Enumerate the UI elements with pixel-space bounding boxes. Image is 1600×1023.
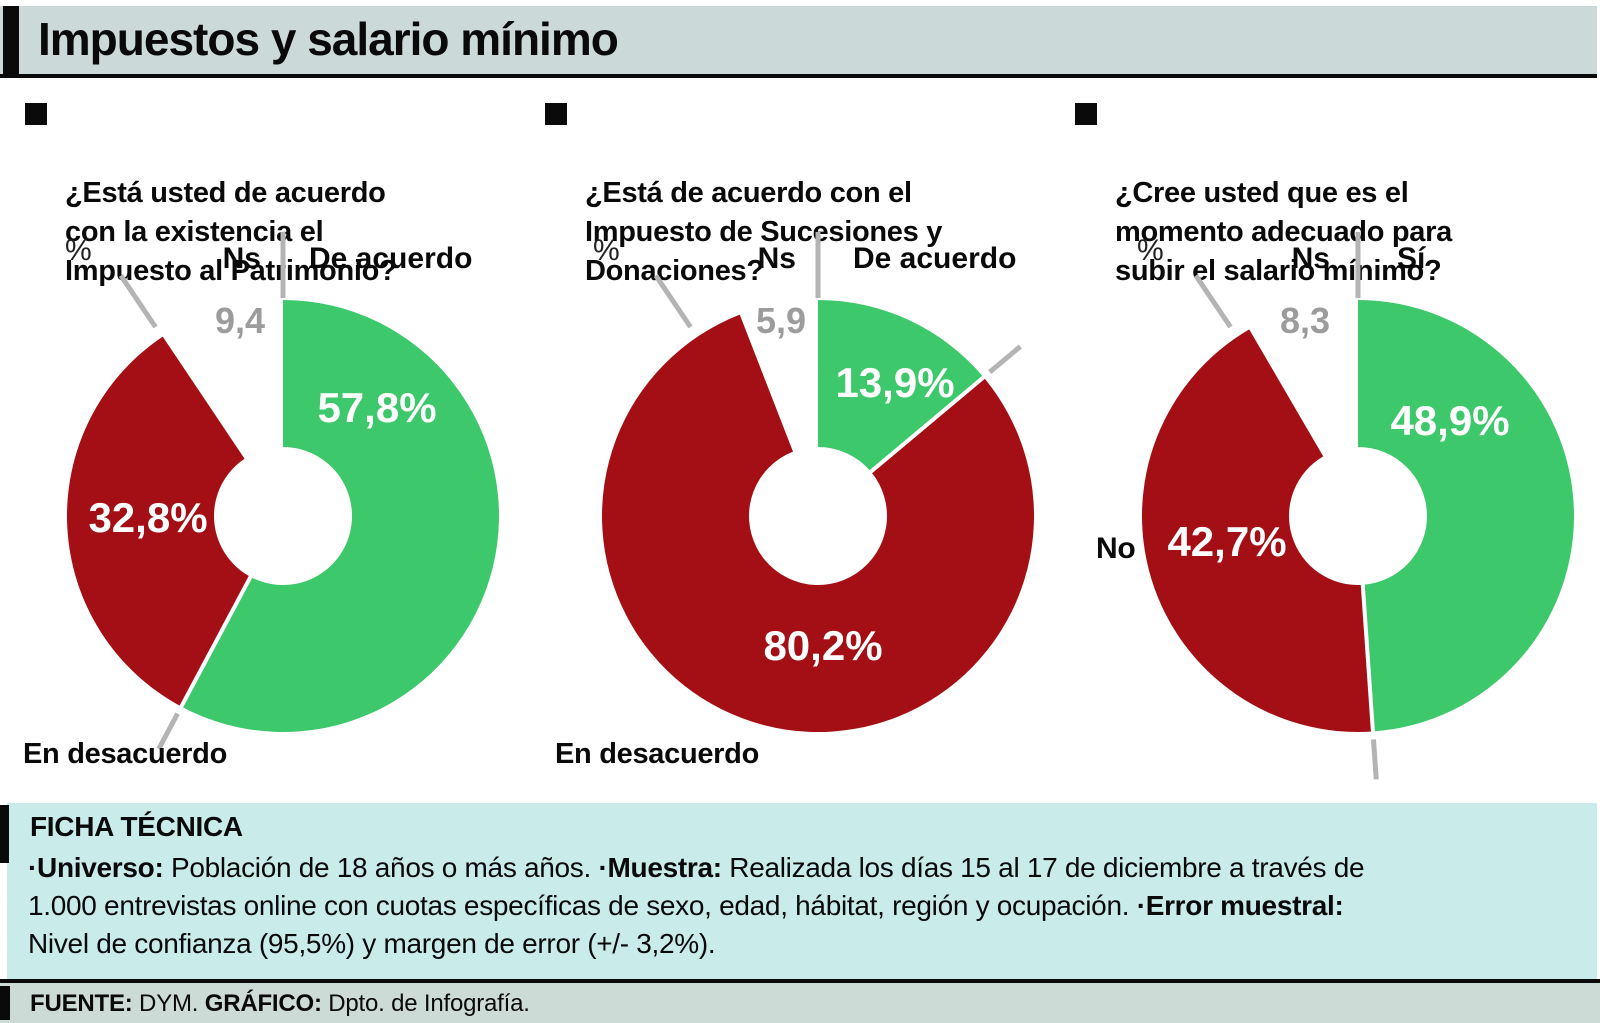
question-1: ¿Está usted de acuerdo con la existencia… <box>25 96 495 291</box>
agree-value: 57,8% <box>317 384 437 431</box>
ficha-body: ·Universo: Población de 18 años o más añ… <box>28 849 1573 963</box>
ns-label: Ns <box>1291 242 1330 275</box>
tick-ns <box>1193 274 1233 329</box>
disagree-label: En desacuerdo <box>23 738 227 770</box>
disagree-value: 32,8% <box>88 494 208 541</box>
segment-disagree <box>67 336 251 707</box>
disagree-label: En desacuerdo <box>555 738 759 770</box>
segment-agree <box>181 300 500 732</box>
tick-ns <box>653 274 693 329</box>
header-left-bar <box>3 6 19 74</box>
donut-chart-salario: % Ns Sí 8,3 48,9% 42,7% No <box>1068 226 1600 806</box>
ficha-tecnica-box: FICHA TÉCNICA ·Universo: Población de 18… <box>0 803 1597 979</box>
question-3-text: ¿Cree usted que es el momento adecuado p… <box>1115 177 1452 287</box>
bold-run: FUENTE: <box>30 990 133 1017</box>
question-1-text: ¿Está usted de acuerdo con la existencia… <box>65 177 397 287</box>
segment-agree <box>1358 300 1575 732</box>
segment-separator <box>177 573 254 712</box>
text-run: Población de 18 años o más años. <box>163 852 599 883</box>
disagree-value: 42,7% <box>1167 518 1287 565</box>
segment-disagree <box>1142 329 1373 732</box>
donut-chart-patrimonio: % Ns De acuerdo 9,4 57,8% 32,8% En desac… <box>0 226 573 806</box>
bullet-square-icon <box>1075 103 1097 125</box>
ns-label: Ns <box>222 242 261 275</box>
donut-svg <box>601 232 1034 732</box>
agree-label: De acuerdo <box>853 242 1017 275</box>
donut-svg <box>67 232 500 751</box>
question-2: ¿Está de acuerdo con el Impuesto de Suce… <box>545 96 1015 291</box>
bold-run: ·Muestra: <box>598 852 722 883</box>
footer: FUENTE: DYM. GRÁFICO: Dpto. de Infografí… <box>0 979 1600 1023</box>
page-title: Impuestos y salario mínimo <box>38 13 619 65</box>
text-run: Realizada los días 15 al 17 de diciembre… <box>28 852 1365 921</box>
tick-agree-end <box>1370 739 1379 780</box>
source-credit: FUENTE: DYM. GRÁFICO: Dpto. de Infografí… <box>30 990 530 1018</box>
tick-ns <box>118 274 158 329</box>
ficha-left-bar <box>0 805 9 863</box>
bold-run: GRÁFICO: <box>204 990 322 1017</box>
ficha-heading: FICHA TÉCNICA <box>30 811 243 842</box>
segment-disagree <box>601 314 1034 732</box>
ns-value: 8,3 <box>1279 300 1330 341</box>
segment-agree <box>818 300 984 472</box>
bold-run: ·Universo: <box>28 852 164 883</box>
footer-left-bar <box>0 986 10 1020</box>
percent-unit-label: % <box>593 234 620 267</box>
percent-unit-label: % <box>1137 234 1164 267</box>
disagree-value: 80,2% <box>763 622 883 669</box>
tick-agree-end <box>156 712 180 751</box>
agree-label: De acuerdo <box>309 242 473 275</box>
bold-run: ·Error muestral: <box>1136 890 1344 921</box>
ns-label: Ns <box>757 242 796 275</box>
bullet-square-icon <box>545 103 567 125</box>
segment-separator <box>1360 581 1376 736</box>
agree-value: 13,9% <box>835 359 955 406</box>
tick-agree-end <box>988 344 1022 375</box>
donut-chart-sucesiones: % Ns De acuerdo 5,9 13,9% 80,2% En desac… <box>528 226 1108 806</box>
disagree-label: No <box>1096 532 1136 565</box>
agree-value: 48,9% <box>1390 397 1510 444</box>
segment-separator <box>867 373 988 476</box>
text-run: DYM. <box>132 990 205 1017</box>
ns-value: 9,4 <box>214 300 265 341</box>
donut-svg <box>1142 232 1575 780</box>
question-3: ¿Cree usted que es el momento adecuado p… <box>1075 96 1545 291</box>
header: Impuestos y salario mínimo <box>0 6 1597 78</box>
text-run: Nivel de confianza (95,5%) y margen de e… <box>28 928 716 959</box>
ns-value: 5,9 <box>755 300 806 341</box>
agree-label: Sí <box>1397 242 1426 275</box>
bullet-square-icon <box>25 103 47 125</box>
percent-unit-label: % <box>65 234 92 267</box>
question-2-text: ¿Está de acuerdo con el Impuesto de Suce… <box>585 177 943 287</box>
text-run: Dpto. de Infografía. <box>321 990 530 1017</box>
